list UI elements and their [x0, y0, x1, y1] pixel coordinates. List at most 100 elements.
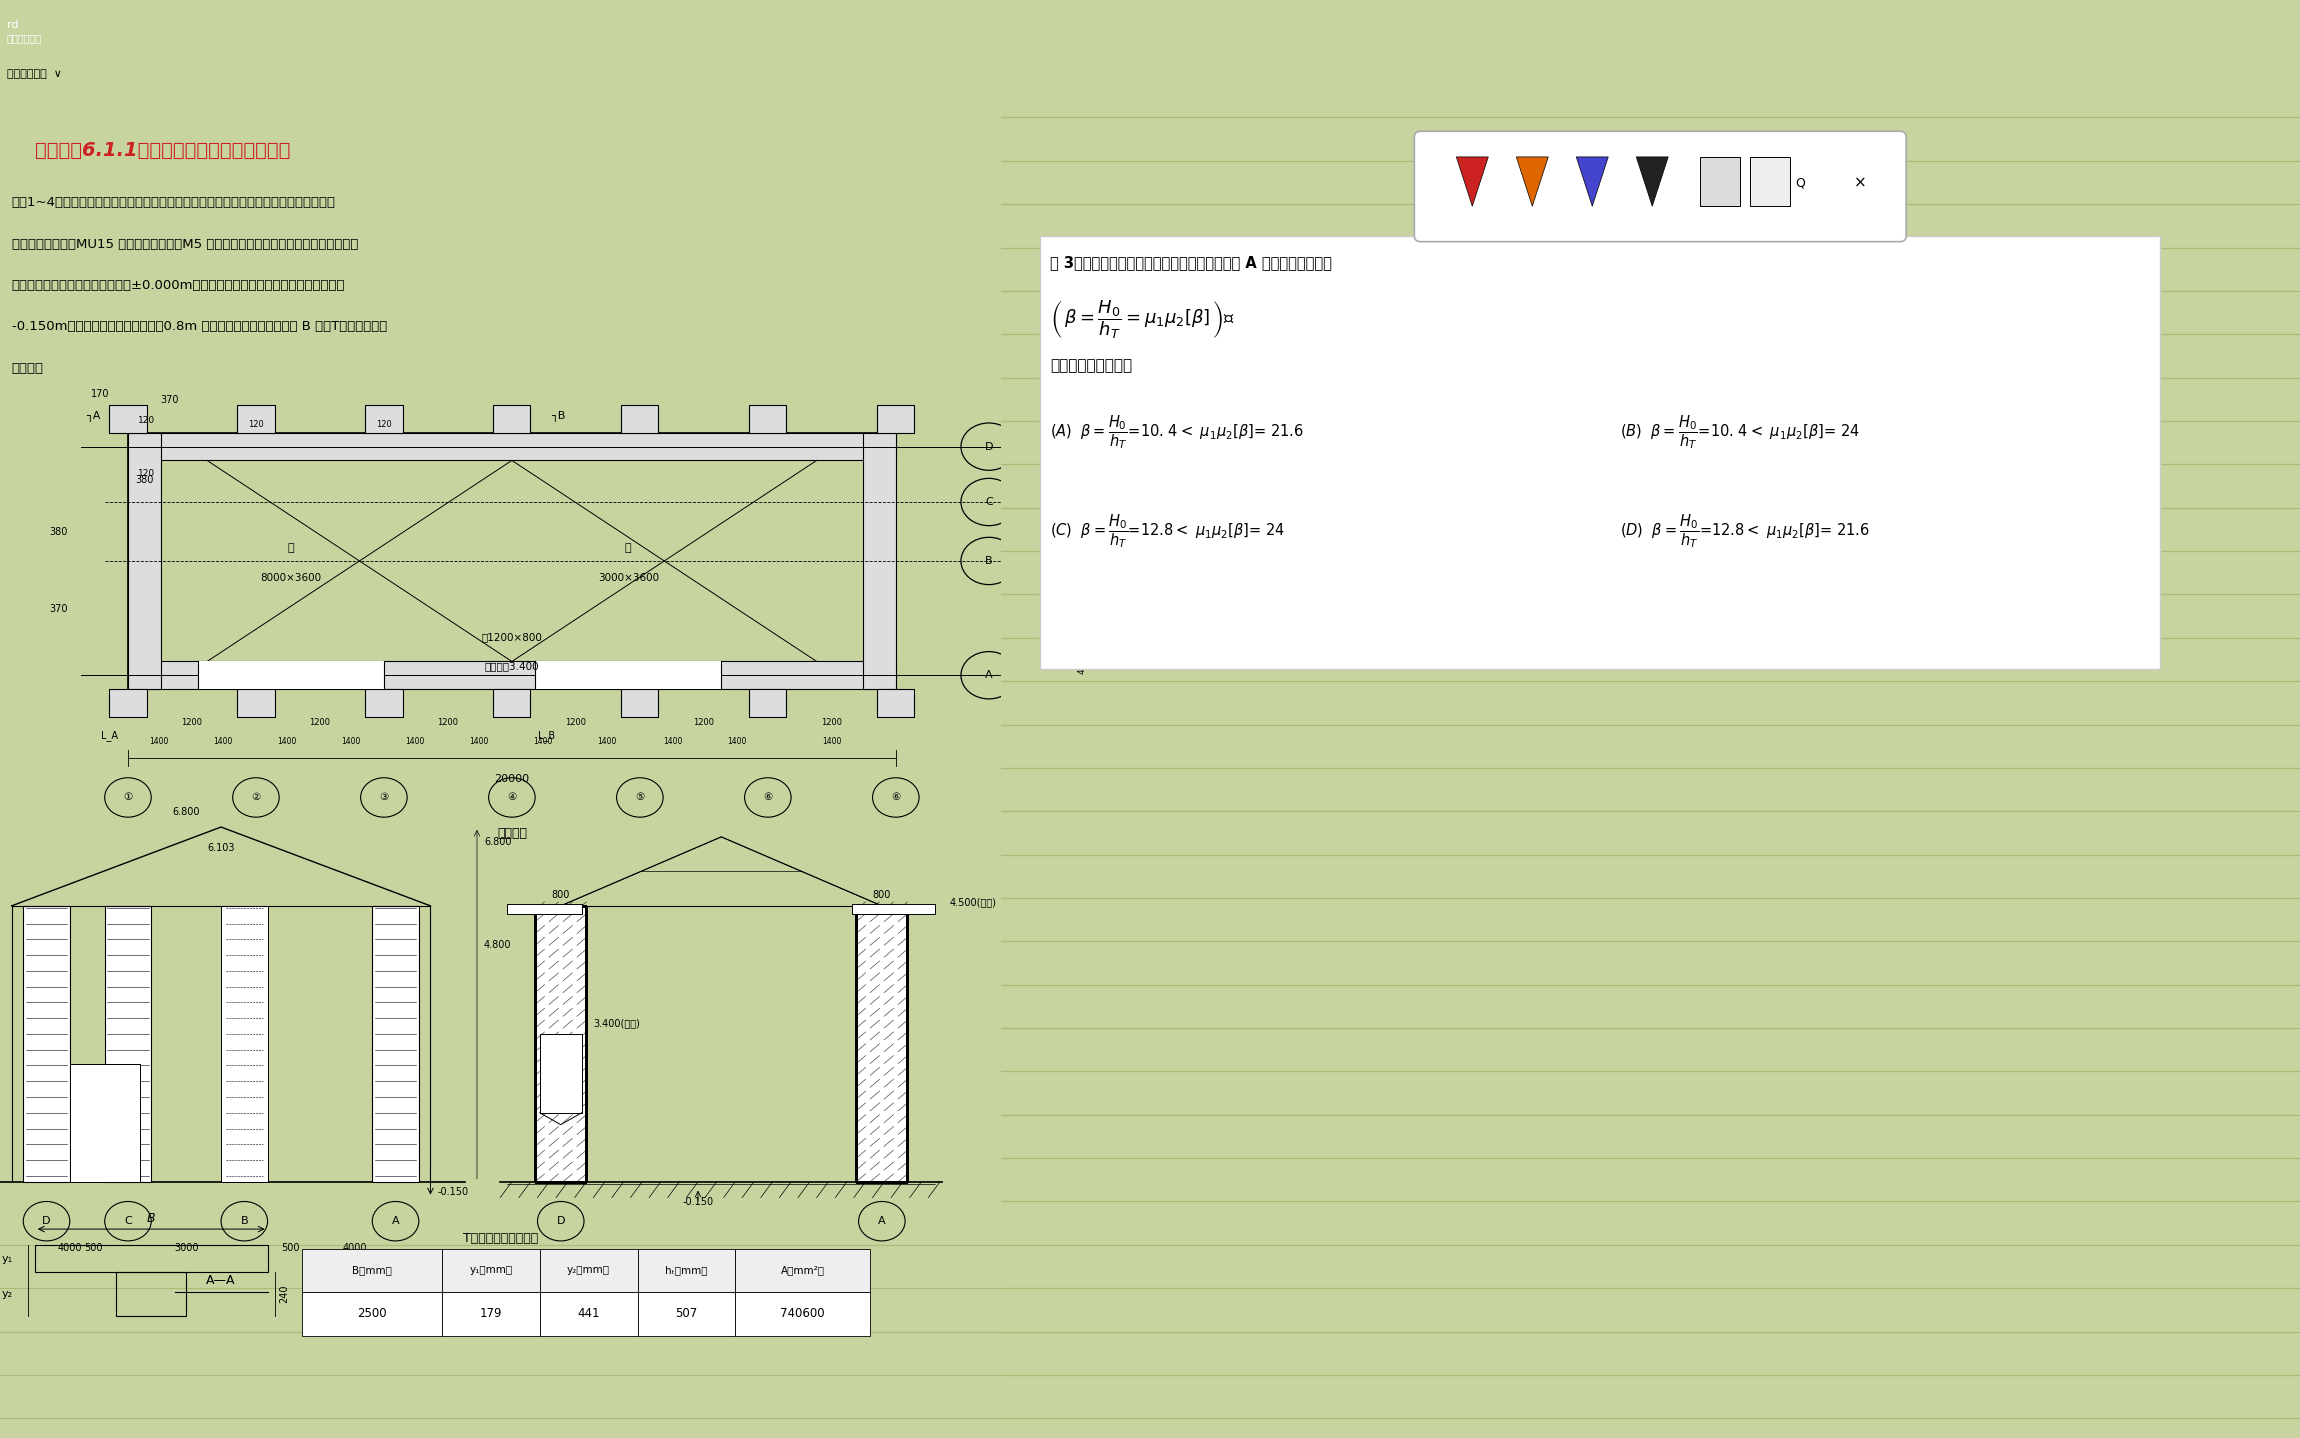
- Bar: [304, 1248, 442, 1293]
- Bar: [536, 906, 586, 1182]
- Bar: [536, 661, 722, 689]
- Bar: [856, 906, 909, 1182]
- Text: $(A)$  $\beta = \dfrac{H_0}{h_T}$=10. 4$<$ $\mu_1\mu_2[\beta]$= 21.6: $(A)$ $\beta = \dfrac{H_0}{h_T}$=10. 4$<…: [1051, 413, 1304, 452]
- Bar: [536, 906, 586, 1182]
- Text: $(B)$  $\beta = \dfrac{H_0}{h_T}$=10. 4$<$ $\mu_1\mu_2[\beta]$= 24: $(B)$ $\beta = \dfrac{H_0}{h_T}$=10. 4$<…: [1619, 413, 1861, 452]
- Bar: [536, 906, 586, 1182]
- Text: ┐B: ┐B: [552, 411, 566, 421]
- Bar: [856, 906, 909, 1182]
- Bar: [536, 906, 586, 1182]
- Text: 1200: 1200: [692, 718, 715, 726]
- Bar: [536, 906, 586, 1182]
- Bar: [856, 906, 909, 1182]
- Bar: [536, 906, 586, 1182]
- Bar: [536, 906, 586, 1182]
- Bar: [856, 906, 909, 1182]
- Bar: [536, 906, 586, 1182]
- Bar: [856, 906, 909, 1182]
- Bar: [536, 906, 586, 1182]
- Bar: [856, 906, 909, 1182]
- Text: D: D: [984, 441, 994, 452]
- Bar: [536, 906, 586, 1182]
- Bar: [856, 906, 909, 1182]
- Text: 6.800: 6.800: [172, 807, 200, 817]
- Bar: [536, 906, 586, 1182]
- Bar: [536, 906, 586, 1182]
- Bar: [536, 906, 586, 1182]
- Bar: [856, 906, 909, 1182]
- Bar: [856, 906, 909, 1182]
- Text: -0.150: -0.150: [683, 1198, 713, 1208]
- Bar: [536, 906, 586, 1182]
- Text: C: C: [124, 1217, 131, 1227]
- Text: 砌体规范6.1.1高厚比计算纵墙和构造柱情况: 砌体规范6.1.1高厚比计算纵墙和构造柱情况: [34, 141, 290, 160]
- Bar: [536, 906, 586, 1182]
- Bar: [856, 906, 909, 1182]
- Bar: [129, 661, 895, 689]
- Text: ③: ③: [380, 792, 389, 802]
- Bar: [856, 906, 909, 1182]
- Bar: [536, 906, 586, 1182]
- Bar: [237, 689, 274, 716]
- Bar: [23, 906, 69, 1182]
- Bar: [856, 906, 909, 1182]
- Text: 1200: 1200: [437, 718, 458, 726]
- Text: A: A: [984, 670, 994, 680]
- Bar: [856, 906, 909, 1182]
- Bar: [536, 906, 586, 1182]
- Bar: [536, 906, 586, 1182]
- Bar: [536, 906, 586, 1182]
- Bar: [856, 906, 909, 1182]
- Bar: [856, 906, 909, 1182]
- Text: 6.800: 6.800: [483, 837, 511, 847]
- Text: 120: 120: [248, 420, 264, 429]
- Text: 370: 370: [48, 604, 67, 614]
- Text: 合砌体构件，建筑室内地面标高为±0.000m，且可视为刚性地坪，室外地面结构标高为: 合砌体构件，建筑室内地面标高为±0.000m，且可视为刚性地坪，室外地面结构标高…: [12, 279, 345, 292]
- Bar: [856, 906, 909, 1182]
- Text: ①: ①: [124, 792, 133, 802]
- Text: ②: ②: [251, 792, 260, 802]
- Bar: [856, 906, 909, 1182]
- Text: 800: 800: [552, 890, 570, 900]
- Text: 1400: 1400: [150, 738, 170, 746]
- Bar: [856, 906, 909, 1182]
- Bar: [851, 905, 936, 913]
- Text: 20000: 20000: [494, 774, 529, 784]
- Bar: [750, 689, 787, 716]
- Bar: [442, 1293, 540, 1336]
- Text: B: B: [147, 1212, 156, 1225]
- Bar: [536, 906, 586, 1182]
- Bar: [856, 906, 909, 1182]
- Bar: [856, 906, 909, 1182]
- Text: 740600: 740600: [780, 1307, 826, 1320]
- Bar: [856, 906, 909, 1182]
- Bar: [366, 689, 402, 716]
- Text: 4000: 4000: [58, 1242, 83, 1252]
- Bar: [536, 906, 586, 1182]
- Bar: [536, 906, 586, 1182]
- Bar: [536, 906, 586, 1182]
- Text: 题 3：假设该结构壁柱采用无筋砌体构件，对于 A 轴纵墙高厚比验算: 题 3：假设该结构壁柱采用无筋砌体构件，对于 A 轴纵墙高厚比验算: [1051, 256, 1332, 270]
- Bar: [536, 906, 586, 1182]
- Bar: [540, 1034, 582, 1113]
- Bar: [856, 906, 909, 1182]
- Bar: [637, 1293, 736, 1336]
- Text: 3000: 3000: [1076, 529, 1086, 552]
- Bar: [536, 906, 586, 1182]
- Bar: [536, 906, 586, 1182]
- Polygon shape: [1516, 157, 1548, 206]
- Bar: [366, 406, 402, 433]
- Bar: [856, 906, 909, 1182]
- Text: Q: Q: [1796, 175, 1806, 188]
- Bar: [536, 906, 586, 1182]
- Bar: [856, 906, 909, 1182]
- Bar: [536, 906, 586, 1182]
- Bar: [536, 906, 586, 1182]
- Text: 1400: 1400: [278, 738, 297, 746]
- Bar: [536, 906, 586, 1182]
- Text: 240: 240: [278, 1286, 290, 1303]
- Text: 门: 门: [288, 544, 294, 554]
- Bar: [856, 906, 909, 1182]
- Bar: [856, 906, 909, 1182]
- Bar: [856, 906, 909, 1182]
